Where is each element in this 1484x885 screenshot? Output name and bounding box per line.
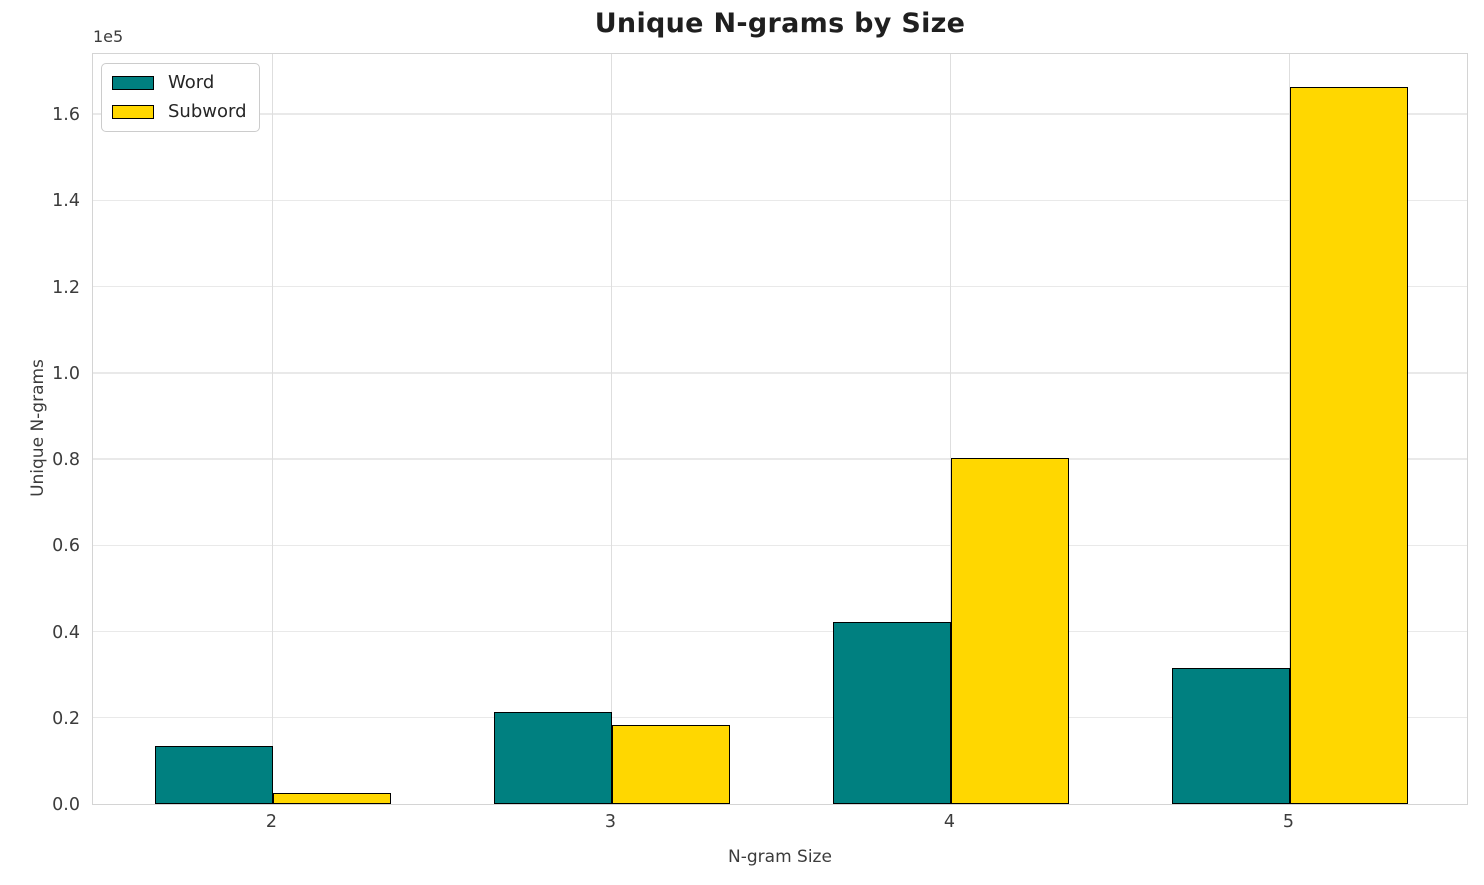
bar-word-4 bbox=[832, 622, 951, 804]
y-gridline bbox=[93, 630, 1467, 633]
y-gridline bbox=[93, 113, 1467, 115]
y-tick-label: 1.0 bbox=[52, 363, 80, 384]
plot-area: Word Subword bbox=[92, 53, 1468, 805]
bar-subword-2 bbox=[272, 793, 391, 804]
x-gridline bbox=[610, 54, 613, 804]
x-axis-label: N-gram Size bbox=[728, 847, 832, 867]
bar-subword-5 bbox=[1289, 86, 1408, 804]
x-tick-label: 2 bbox=[265, 812, 278, 832]
y-gridline bbox=[93, 544, 1467, 546]
legend-item-word: Word bbox=[112, 72, 247, 94]
chart-title: Unique N-grams by Size bbox=[594, 8, 966, 39]
bar-word-5 bbox=[1171, 668, 1290, 804]
x-gridline bbox=[1288, 54, 1291, 804]
x-tick-label: 4 bbox=[943, 812, 956, 832]
bar-word-2 bbox=[154, 745, 273, 804]
y-tick-label: 0.6 bbox=[52, 536, 80, 557]
legend-swatch-subword bbox=[112, 105, 154, 119]
legend-item-subword: Subword bbox=[112, 101, 247, 123]
y-tick-label: 0.8 bbox=[52, 450, 80, 471]
bar-word-3 bbox=[493, 712, 612, 804]
y-gridline bbox=[93, 717, 1467, 719]
bar-subword-4 bbox=[950, 458, 1069, 804]
y-gridline bbox=[93, 285, 1467, 288]
y-gridline bbox=[93, 372, 1467, 374]
y-axis-offset-label: 1e5 bbox=[93, 27, 124, 46]
bar-subword-3 bbox=[611, 725, 730, 804]
y-tick-label: 1.6 bbox=[52, 105, 80, 126]
legend: Word Subword bbox=[101, 63, 260, 132]
y-gridline bbox=[93, 199, 1467, 202]
legend-label: Word bbox=[168, 72, 215, 93]
legend-label: Subword bbox=[168, 101, 247, 122]
y-tick-label: 1.4 bbox=[52, 191, 80, 212]
y-tick-label: 0.4 bbox=[52, 622, 80, 643]
legend-swatch-word bbox=[112, 76, 154, 90]
x-gridline bbox=[271, 54, 274, 804]
y-axis-label: Unique N-grams bbox=[28, 359, 48, 497]
y-gridline bbox=[93, 458, 1467, 460]
x-tick-label: 3 bbox=[604, 812, 617, 832]
x-gridline bbox=[949, 54, 952, 804]
y-tick-label: 1.2 bbox=[52, 277, 80, 298]
x-tick-label: 5 bbox=[1282, 812, 1295, 832]
y-tick-label: 0.0 bbox=[52, 795, 80, 815]
y-tick-label: 0.2 bbox=[52, 708, 80, 729]
